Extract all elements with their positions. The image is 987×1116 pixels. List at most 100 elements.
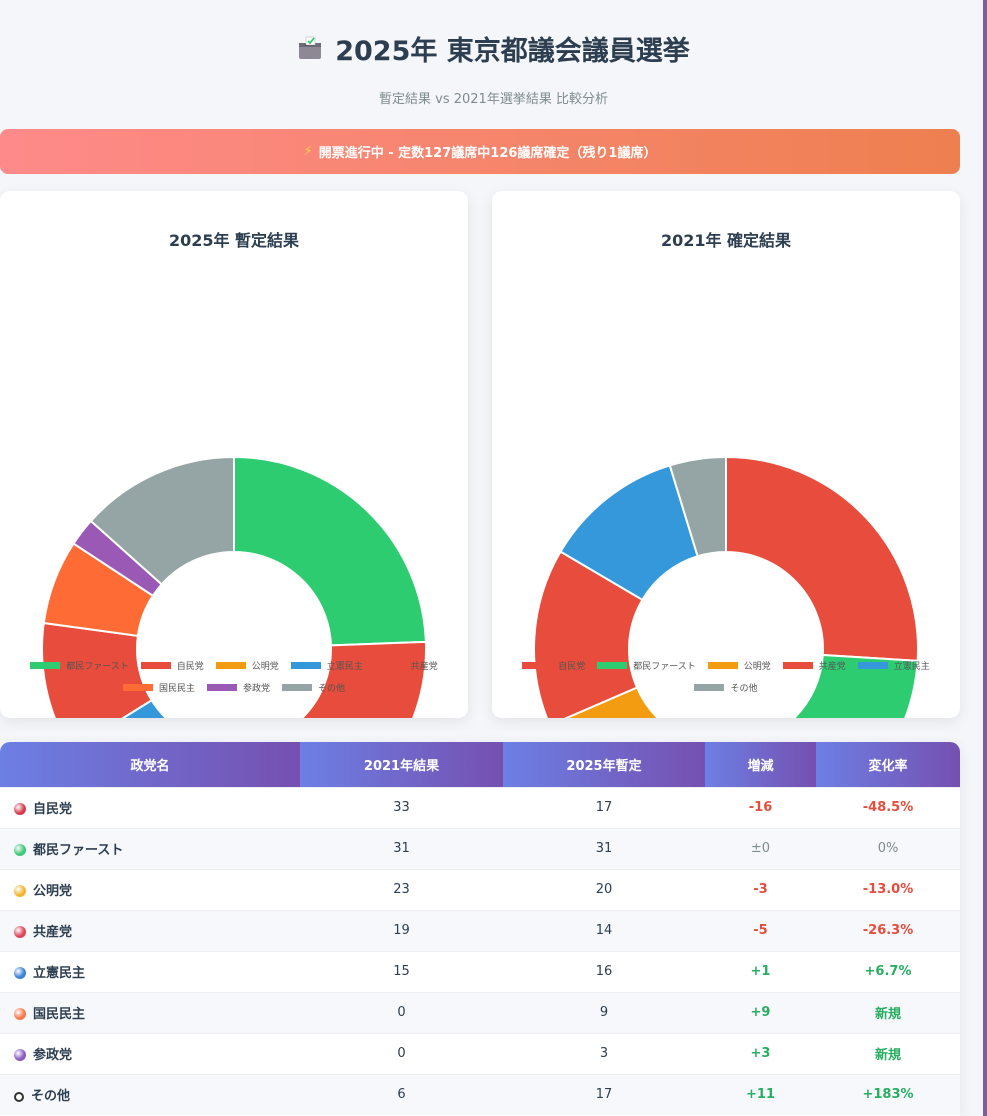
legend-item[interactable]: 公明党 (707, 659, 771, 672)
page-title: 2025年 東京都議会議員選挙 (297, 30, 690, 67)
legend-item[interactable]: その他 (694, 681, 758, 694)
legend-label: その他 (730, 683, 758, 694)
legend-label: 立憲民主 (326, 661, 363, 672)
cell-diff: +3 (705, 1032, 816, 1074)
table-row: 公明党 23 20 -3 -13.0% (0, 868, 960, 910)
legend-item[interactable]: 共産党 (782, 659, 846, 672)
legend-item[interactable]: 公明党 (215, 659, 279, 672)
legend-swatch (694, 683, 725, 691)
cell-party: 自民党 (0, 786, 300, 828)
cell-diff: -3 (705, 868, 816, 910)
header-party: 政党名 (0, 742, 300, 787)
legend-item[interactable]: 国民民主 (122, 681, 195, 694)
cell-rate: 新規 (816, 1032, 960, 1074)
cell-2021: 0 (300, 991, 503, 1033)
table-row: 参政党 0 3 +3 新規 (0, 1032, 960, 1074)
cell-party: 参政党 (0, 1032, 300, 1074)
party-color-dot (14, 844, 26, 856)
cell-2021: 0 (300, 1032, 503, 1074)
cell-2025: 17 (503, 786, 705, 828)
cell-party: 国民民主 (0, 991, 300, 1033)
legend-item[interactable]: その他 (282, 681, 346, 694)
donut-chart-2021 (533, 455, 919, 718)
legend-label: 自民党 (558, 661, 586, 672)
legend-label: 立憲民主 (893, 661, 930, 672)
cell-diff: -16 (705, 786, 816, 828)
chart-legend-2025: 都民ファースト 自民党 公明党 立憲民主 共産党国民民主 参政党 その他 (20, 659, 448, 694)
donut-chart-2025 (41, 455, 427, 718)
legend-label: 都民ファースト (66, 661, 129, 672)
page-title-text: 2025年 東京都議会議員選挙 (335, 35, 690, 67)
party-name: 自民党 (33, 802, 73, 817)
legend-item[interactable]: 自民党 (522, 659, 586, 672)
cell-party: 共産党 (0, 909, 300, 951)
cell-2025: 20 (503, 868, 705, 910)
page-subtitle: 暫定結果 vs 2021年選挙結果 比較分析 (379, 92, 608, 107)
legend-swatch (206, 683, 237, 691)
pie-slice (792, 653, 919, 718)
party-name: 公明党 (33, 884, 73, 899)
cell-diff: +1 (705, 950, 816, 992)
legend-swatch (140, 661, 171, 669)
legend-swatch (522, 661, 553, 669)
header-2021: 2021年結果 (300, 742, 503, 787)
table-row: その他 6 17 +11 +183% (0, 1073, 960, 1115)
pie-slice (121, 698, 168, 718)
comparison-table: 政党名 2021年結果 2025年暫定 増減 変化率 自民党 33 17 -16… (0, 742, 960, 1116)
cell-2021: 31 (300, 827, 503, 869)
legend-label: その他 (318, 683, 346, 694)
legend-item[interactable]: 立憲民主 (857, 659, 930, 672)
party-color-dot (14, 926, 26, 938)
table-header-row: 政党名 2021年結果 2025年暫定 増減 変化率 (0, 742, 960, 787)
chart-title-2021: 2021年 確定結果 (660, 231, 792, 250)
header-rate: 変化率 (816, 742, 960, 787)
legend-label: 公明党 (743, 661, 771, 672)
party-color-dot (14, 967, 26, 979)
header-diff: 増減 (705, 742, 816, 787)
legend-item[interactable]: 立憲民主 (290, 659, 363, 672)
cell-diff: +9 (705, 991, 816, 1033)
pie-slice (725, 455, 919, 662)
chart-card-2021: 2021年 確定結果 自民党 都民ファースト 公明党 共産党 立憲民主その他 (492, 191, 960, 718)
legend-swatch (857, 661, 888, 669)
cell-party: その他 (0, 1073, 300, 1115)
cell-rate: +6.7% (816, 950, 960, 992)
legend-item[interactable]: 都民ファースト (30, 659, 129, 672)
table-row: 自民党 33 17 -16 -48.5% (0, 786, 960, 828)
header-2025: 2025年暫定 (503, 742, 705, 787)
table-row: 立憲民主 15 16 +1 +6.7% (0, 950, 960, 992)
legend-swatch (707, 661, 738, 669)
legend-item[interactable]: 都民ファースト (597, 659, 696, 672)
cell-party: 立憲民主 (0, 950, 300, 992)
legend-label: 共産党 (410, 661, 438, 672)
cell-2025: 14 (503, 909, 705, 951)
legend-swatch (374, 661, 405, 669)
pie-slice (89, 455, 235, 586)
cell-2025: 31 (503, 827, 705, 869)
cell-2021: 33 (300, 786, 503, 828)
window-edge (983, 0, 987, 1116)
legend-label: 都民ファースト (633, 661, 696, 672)
lightning-bolt-icon: ⚡ (303, 144, 313, 159)
legend-item[interactable]: 参政党 (206, 681, 270, 694)
pie-slice (300, 640, 427, 718)
legend-swatch (782, 661, 813, 669)
party-name: 共産党 (33, 925, 73, 940)
cell-rate: +183% (816, 1073, 960, 1115)
cell-2021: 23 (300, 868, 503, 910)
legend-item[interactable]: 自民党 (140, 659, 204, 672)
cell-diff: ±0 (705, 827, 816, 869)
cell-2021: 19 (300, 909, 503, 951)
cell-diff: -5 (705, 909, 816, 951)
cell-party: 公明党 (0, 868, 300, 910)
pie-slice (563, 686, 660, 718)
table-row: 国民民主 0 9 +9 新規 (0, 991, 960, 1033)
legend-swatch (30, 661, 61, 669)
legend-item[interactable]: 共産党 (374, 659, 438, 672)
legend-swatch (282, 683, 312, 691)
party-color-dot (14, 1008, 26, 1020)
pie-slice (668, 455, 727, 558)
status-banner-text: 開票進行中 - 定数127議席中126議席確定（残り1議席） (318, 146, 657, 161)
cell-2025: 3 (503, 1032, 705, 1074)
cell-2025: 9 (503, 991, 705, 1033)
